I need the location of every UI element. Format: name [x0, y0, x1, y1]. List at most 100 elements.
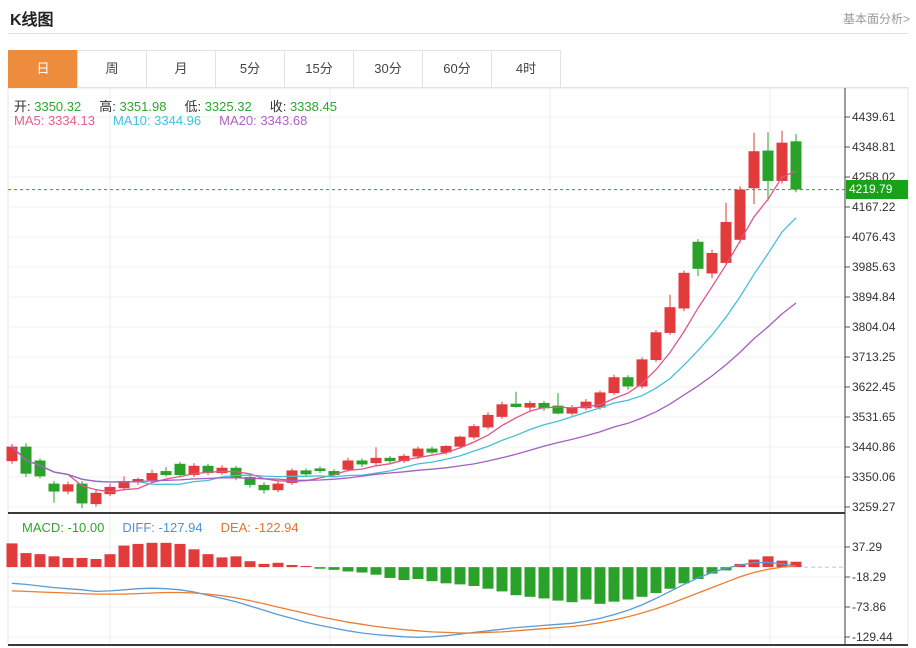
tab-period-1[interactable]: 周 [77, 50, 147, 88]
macd-bar [216, 557, 228, 568]
macd-bar [188, 549, 200, 568]
candle-body [524, 402, 536, 408]
macd-bar [314, 567, 326, 569]
candle-body [482, 414, 494, 428]
candle-body [132, 478, 144, 483]
candle-body [48, 483, 60, 492]
candle-body [412, 448, 424, 457]
macd-bar [6, 543, 18, 568]
macd-bar [34, 554, 46, 568]
candle-body [790, 141, 802, 190]
candle-body [230, 467, 242, 478]
macd-bar [440, 567, 452, 584]
axis-tick-label: 37.29 [852, 540, 883, 554]
macd-bar [790, 561, 802, 568]
axis-tick-label: -73.86 [852, 600, 887, 614]
candle-body [454, 436, 466, 447]
macd-bar [48, 556, 60, 568]
candle-body [566, 407, 578, 414]
macd-bar [286, 564, 298, 568]
tab-period-5[interactable]: 30分 [353, 50, 423, 88]
candle-body [370, 457, 382, 464]
macd-bar [230, 556, 242, 568]
tab-period-0[interactable]: 日 [8, 50, 78, 88]
axis-tick-label: 3804.04 [852, 320, 896, 334]
candle-body [76, 483, 88, 504]
candle-body [174, 463, 186, 476]
macd-bar [118, 545, 130, 568]
axis-tick-label: -18.29 [852, 570, 887, 584]
macd-bar [692, 567, 704, 580]
macd-bar [594, 567, 606, 604]
info-pair: MACD: -10.00 [22, 520, 105, 535]
macd-bar [300, 566, 312, 568]
macd-bar [426, 567, 438, 582]
macd-bar [664, 567, 676, 589]
candle-body [356, 460, 368, 465]
macd-bar [412, 567, 424, 580]
macd-bar [622, 567, 634, 600]
candle-body [664, 307, 676, 333]
candle-body [202, 465, 214, 474]
macd-bar [706, 567, 718, 574]
macd-bar [62, 557, 74, 568]
candle-body [258, 484, 270, 491]
candle-body [62, 484, 74, 492]
candle-body [90, 492, 102, 505]
axis-tick-label: 4348.81 [852, 140, 896, 154]
candle-body [538, 402, 550, 409]
candle-body [216, 467, 228, 474]
macd-bar [244, 561, 256, 568]
macd-bar [202, 554, 214, 568]
tab-period-2[interactable]: 月 [146, 50, 216, 88]
tab-period-6[interactable]: 60分 [422, 50, 492, 88]
macd-bar [342, 567, 354, 572]
macd-bar [370, 567, 382, 575]
ma-info-row: MA5: 3334.13 MA10: 3344.96 MA20: 3343.68 [14, 113, 325, 128]
current-price-tag: 4219.79 [846, 180, 908, 199]
fundamental-analysis-link[interactable]: 基本面分析> [842, 12, 910, 26]
candle-body [314, 468, 326, 472]
macd-bar [258, 563, 270, 568]
candle-body [440, 445, 452, 453]
ma10-line [11, 217, 797, 485]
axis-tick-label: 3259.27 [852, 500, 896, 514]
tab-period-3[interactable]: 5分 [215, 50, 285, 88]
axis-tick-label: 4076.43 [852, 230, 896, 244]
candle-body [650, 332, 662, 361]
macd-bar [90, 559, 102, 568]
candle-body [104, 486, 116, 495]
tab-period-4[interactable]: 15分 [284, 50, 354, 88]
info-pair: 高: 3351.98 [99, 99, 167, 114]
candle-body [692, 241, 704, 269]
ma20-line [11, 302, 797, 483]
macd-bar [468, 567, 480, 587]
macd-bar [566, 567, 578, 603]
macd-bar [76, 557, 88, 568]
axis-tick-label: 3440.86 [852, 440, 896, 454]
macd-bar [552, 567, 564, 601]
candle-body [146, 473, 158, 481]
info-pair: MA10: 3344.96 [112, 113, 202, 128]
macd-bar [160, 542, 172, 568]
candle-body [468, 426, 480, 438]
axis-tick-label: 4167.22 [852, 200, 896, 214]
tab-period-7[interactable]: 4时 [491, 50, 561, 88]
macd-bar [510, 567, 522, 596]
candle-body [594, 392, 606, 408]
candle-body [720, 221, 732, 263]
candle-body [398, 455, 410, 462]
macd-bar [384, 567, 396, 578]
candle-body [678, 272, 690, 309]
header-divider [8, 33, 908, 34]
macd-bar [496, 567, 508, 592]
macd-bar [482, 567, 494, 589]
info-pair: 开: 3350.32 [14, 99, 82, 114]
candle-body [748, 151, 760, 189]
macd-bar [454, 567, 466, 585]
candle-body [272, 483, 284, 491]
candle-body [34, 460, 46, 477]
axis-tick-label: 3713.25 [852, 350, 896, 364]
